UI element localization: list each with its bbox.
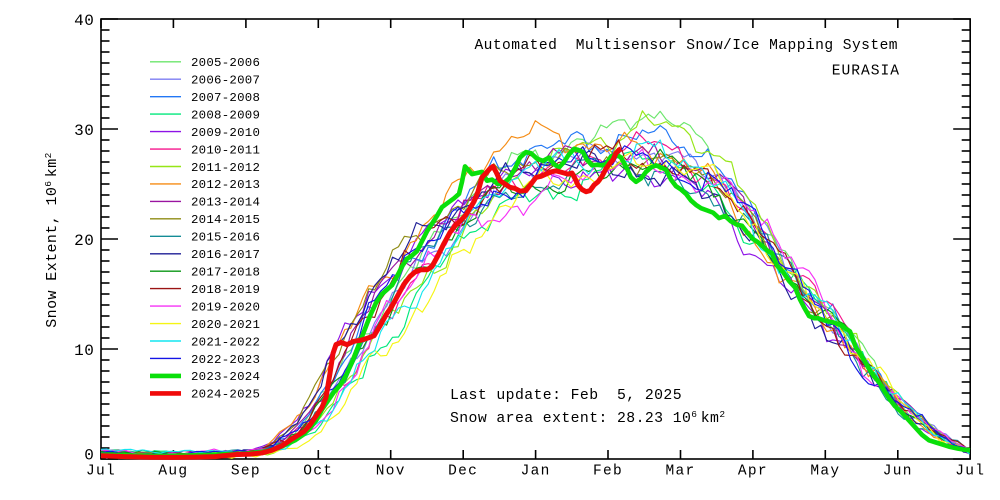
svg-text:2014-2015: 2014-2015 [191, 213, 260, 227]
svg-text:2013-2014: 2013-2014 [191, 196, 260, 210]
svg-text:2011-2012: 2011-2012 [191, 161, 260, 175]
svg-text:Jun: Jun [883, 464, 913, 480]
svg-text:2024-2025: 2024-2025 [191, 388, 260, 402]
svg-text:2005-2006: 2005-2006 [191, 56, 260, 70]
svg-text:2015-2016: 2015-2016 [191, 231, 260, 245]
svg-text:EURASIA: EURASIA [832, 64, 900, 80]
svg-text:Jul: Jul [86, 464, 116, 480]
svg-text:Aug: Aug [158, 464, 188, 480]
svg-text:Sep: Sep [231, 464, 261, 480]
svg-text:Oct: Oct [303, 464, 333, 480]
svg-text:2017-2018: 2017-2018 [191, 266, 260, 280]
svg-text:Automated Multisensor Snow/Ic: Automated Multisensor Snow/Ice Mapping S… [474, 38, 898, 54]
svg-text:Dec: Dec [448, 464, 478, 480]
svg-text:2019-2020: 2019-2020 [191, 300, 260, 314]
svg-text:Snow Extent, 106 km2: Snow Extent, 106 km2 [43, 152, 61, 327]
svg-text:Mar: Mar [665, 464, 695, 480]
svg-text:Last update: Feb 5, 2025: Last update: Feb 5, 2025 [450, 388, 682, 404]
svg-text:2018-2019: 2018-2019 [191, 283, 260, 297]
svg-text:2009-2010: 2009-2010 [191, 126, 260, 140]
svg-text:2010-2011: 2010-2011 [191, 143, 260, 157]
svg-text:Jan: Jan [521, 464, 551, 480]
svg-text:10: 10 [74, 342, 94, 360]
svg-text:2007-2008: 2007-2008 [191, 91, 260, 105]
svg-text:Apr: Apr [738, 464, 768, 480]
svg-text:0: 0 [84, 447, 94, 465]
svg-text:2022-2023: 2022-2023 [191, 353, 260, 367]
svg-text:Feb: Feb [593, 464, 623, 480]
svg-text:2023-2024: 2023-2024 [191, 370, 260, 384]
svg-text:2021-2022: 2021-2022 [191, 335, 260, 349]
svg-text:30: 30 [74, 122, 94, 140]
svg-text:2012-2013: 2012-2013 [191, 178, 260, 192]
svg-text:2008-2009: 2008-2009 [191, 108, 260, 122]
svg-text:Snow area extent: 28.23 106 km: Snow area extent: 28.23 106 km2 [450, 409, 725, 427]
svg-text:2020-2021: 2020-2021 [191, 318, 260, 332]
svg-text:Jul: Jul [955, 464, 985, 480]
svg-text:2006-2007: 2006-2007 [191, 74, 260, 88]
svg-text:Nov: Nov [376, 464, 406, 480]
svg-text:20: 20 [74, 232, 94, 250]
svg-text:40: 40 [74, 12, 94, 30]
svg-text:2016-2017: 2016-2017 [191, 248, 260, 262]
svg-text:May: May [810, 464, 840, 480]
